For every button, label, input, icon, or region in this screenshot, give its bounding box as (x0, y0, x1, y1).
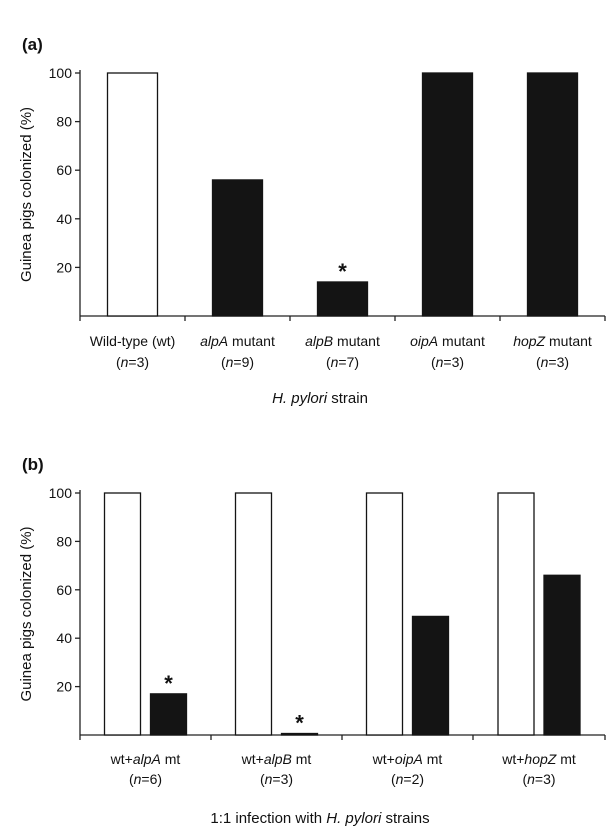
y-tick-label: 60 (56, 162, 72, 178)
x-category-label: wt+hopZ mt (501, 751, 576, 767)
chart-panel-b: (b) Guinea pigs colonized (%) 20 40 60 80 100 *… (18, 455, 606, 827)
bar-mutant (316, 281, 369, 317)
bar-mutant (280, 732, 319, 736)
bar-mutant (421, 72, 474, 317)
y-tick-label: 80 (56, 114, 72, 130)
bar-mutant (543, 574, 581, 736)
x-category-label: Wild-type (wt) (90, 333, 176, 349)
panel-label: (b) (22, 455, 44, 474)
bar-mutant (411, 615, 450, 736)
significance-marker: * (338, 259, 347, 284)
y-tick-label: 100 (49, 65, 73, 81)
y-tick-label: 20 (56, 679, 72, 695)
bar-mutant (526, 72, 579, 317)
bar-wild-type (103, 492, 142, 736)
x-category-sample-size: (n=3) (431, 354, 464, 370)
y-axis-label: Guinea pigs colonized (%) (18, 526, 35, 701)
y-tick-label: 40 (56, 630, 72, 646)
y-axis-label: Guinea pigs colonized (%) (18, 107, 35, 282)
significance-marker: * (164, 671, 173, 696)
x-category-label: wt+oipA mt (372, 751, 443, 767)
x-category-sample-size: (n=3) (116, 354, 149, 370)
y-tick-label: 100 (49, 485, 73, 501)
x-category-sample-size: (n=2) (391, 771, 424, 787)
x-category-label: oipA mutant (410, 333, 485, 349)
significance-marker: * (295, 711, 304, 736)
x-category-label: alpB mutant (305, 333, 380, 349)
chart-panel-a: (a) Guinea pigs colonized (%) 20 40 60 80 100 W… (18, 35, 606, 407)
x-category-label: wt+alpA mt (110, 751, 181, 767)
x-axis-title: H. pylori strain (272, 390, 368, 407)
bar-mutant (211, 179, 264, 317)
x-category-label: alpA mutant (200, 333, 275, 349)
x-category-sample-size: (n=9) (221, 354, 254, 370)
x-category-sample-size: (n=3) (536, 354, 569, 370)
x-category-label: hopZ mutant (513, 333, 592, 349)
y-tick-label: 80 (56, 533, 72, 549)
x-category-sample-size: (n=6) (129, 771, 162, 787)
bar-mutant (149, 693, 188, 736)
y-tick-label: 40 (56, 211, 72, 227)
y-tick-label: 60 (56, 582, 72, 598)
bar-wild-type (497, 492, 535, 736)
x-category-sample-size: (n=7) (326, 354, 359, 370)
x-axis-title: 1:1 infection with H. pylori strains (210, 810, 429, 827)
x-category-sample-size: (n=3) (260, 771, 293, 787)
x-category-label: wt+alpB mt (241, 751, 312, 767)
y-tick-label: 20 (56, 259, 72, 275)
bar-wild-type (106, 72, 159, 317)
x-category-sample-size: (n=3) (522, 771, 555, 787)
bar-wild-type (365, 492, 404, 736)
bar-wild-type (234, 492, 273, 736)
panel-label: (a) (22, 35, 43, 54)
